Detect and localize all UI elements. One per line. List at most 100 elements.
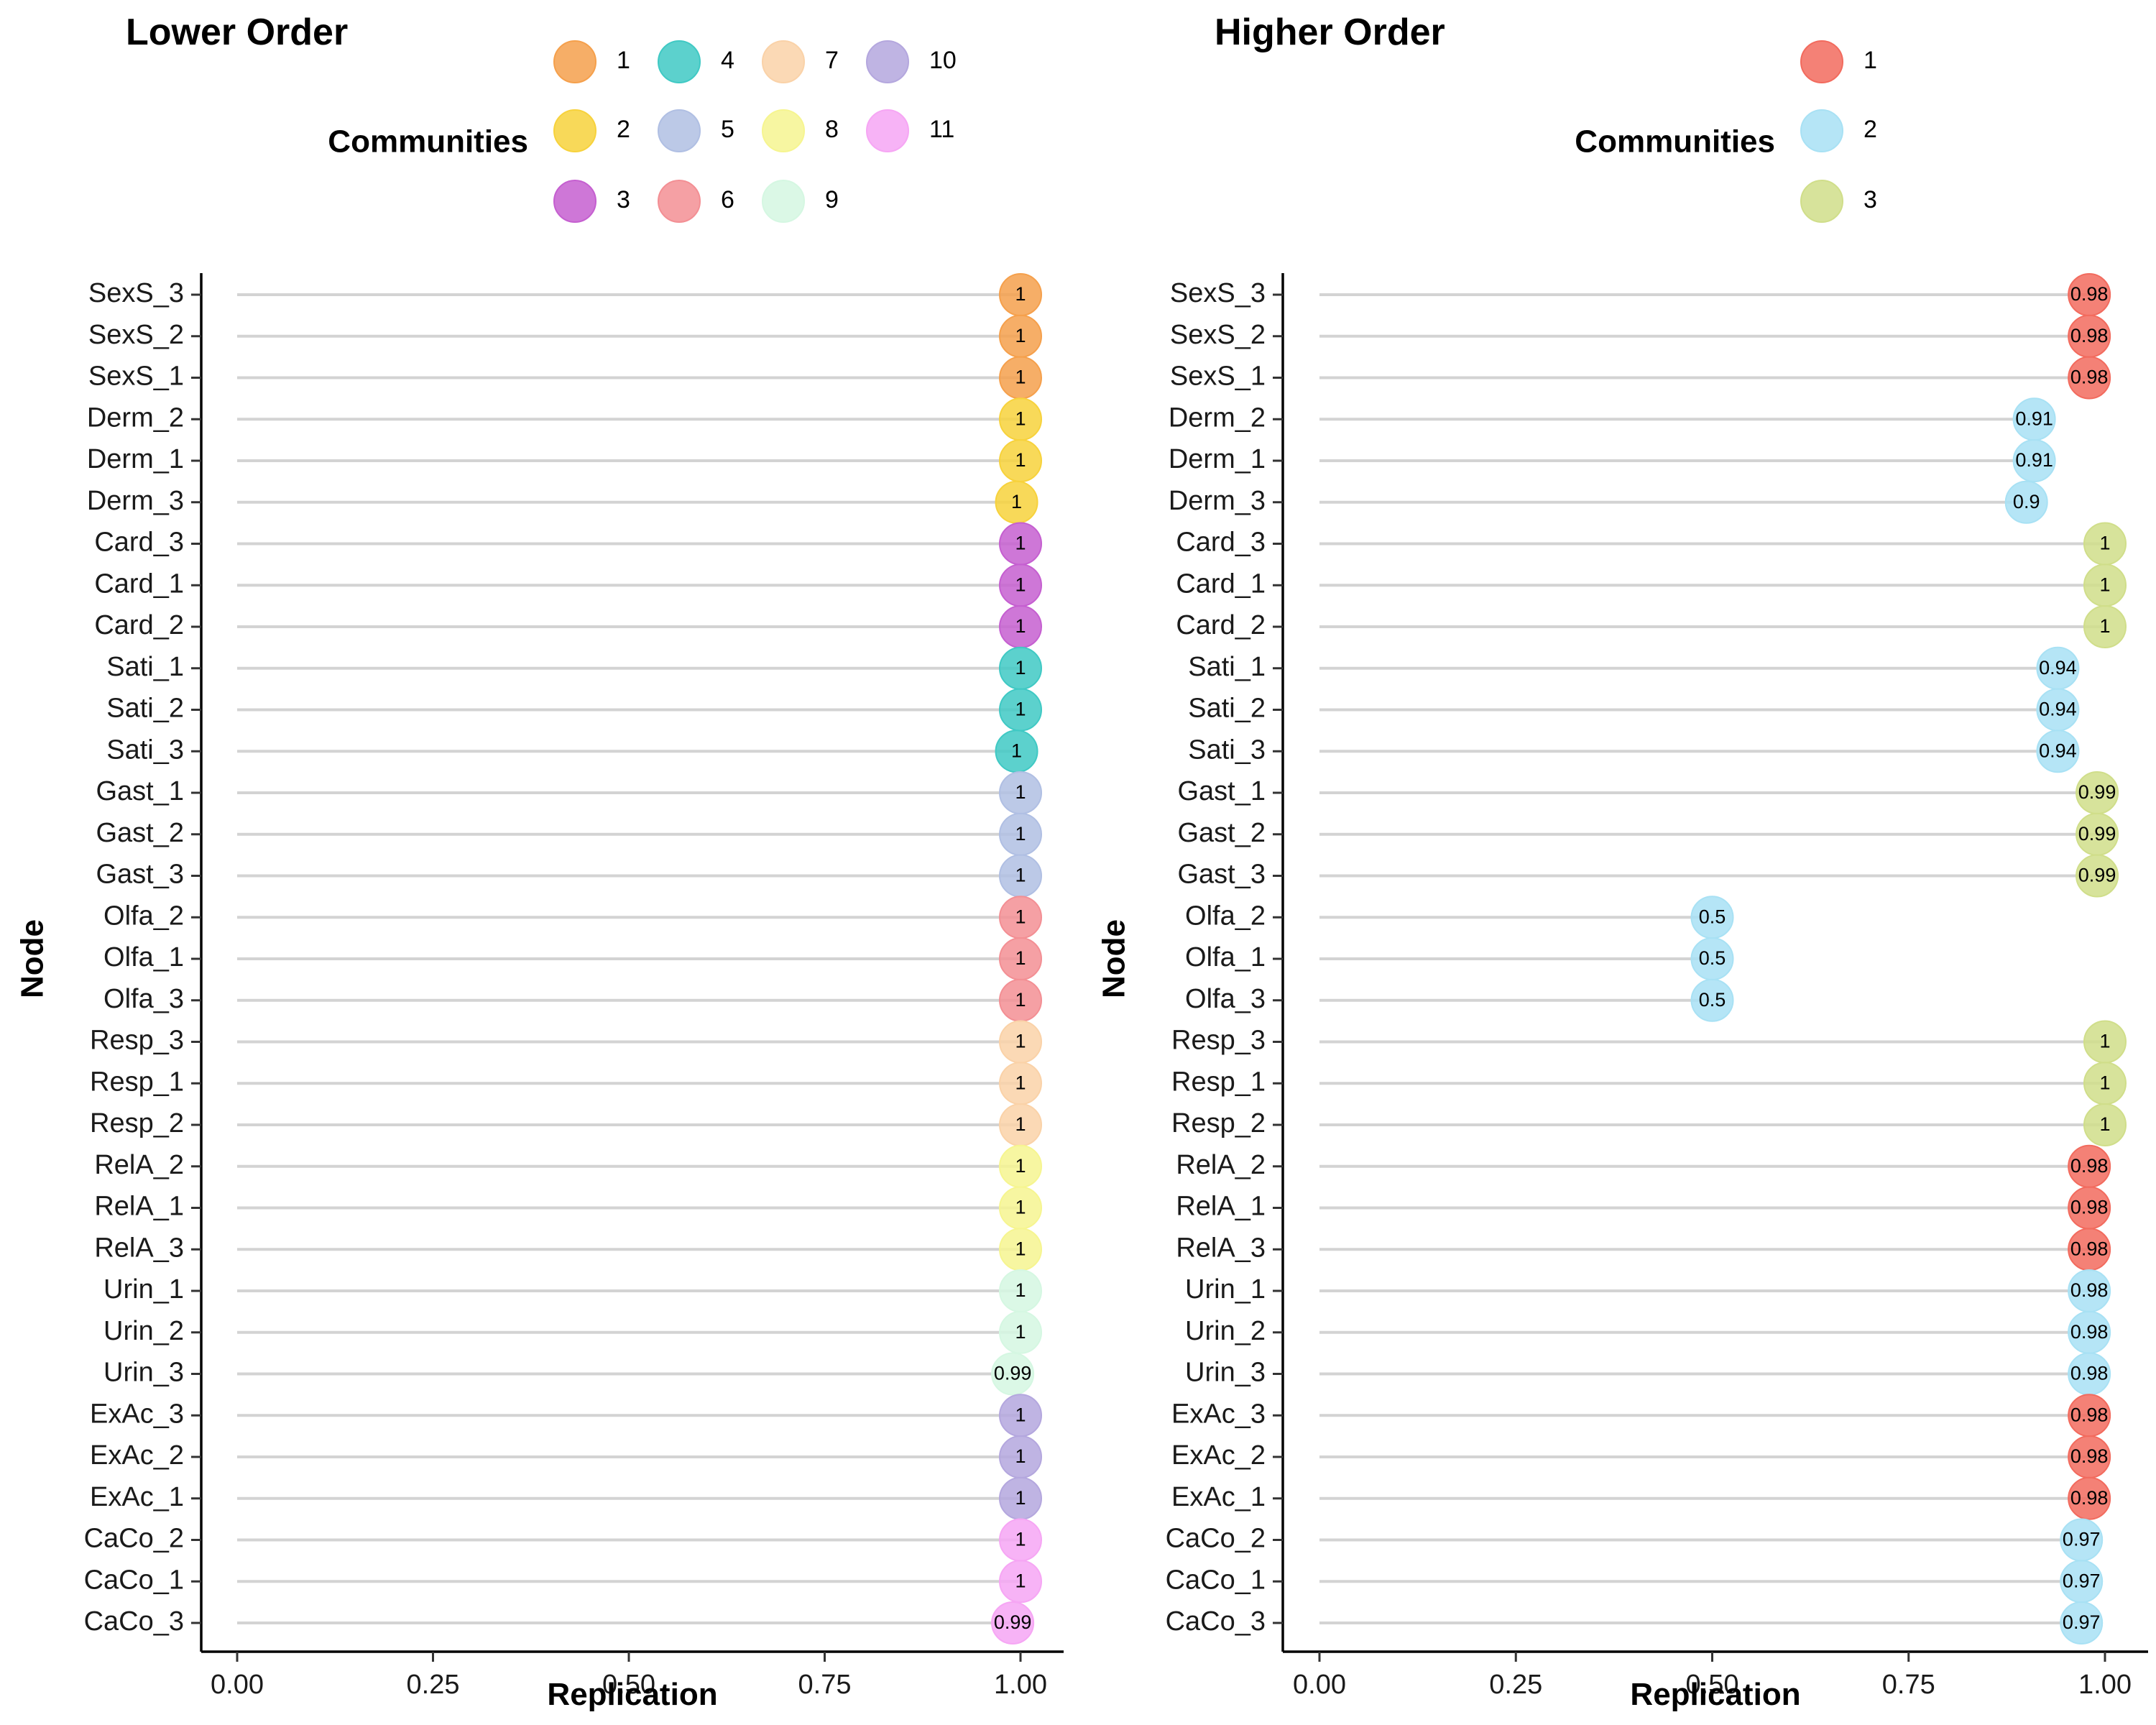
data-label: 0.98 [2070,1321,2109,1343]
y-tick-label: SexS_2 [1170,320,1266,350]
data-label: 0.98 [2070,283,2109,305]
data-row: Card_1 1 [94,564,1042,607]
legend-title: Communities [1575,124,1775,160]
legend-label: 5 [721,116,734,143]
y-tick-label: Resp_2 [1171,1108,1266,1138]
legend-swatch [1800,40,1843,83]
data-label: 1 [1015,574,1026,595]
data-row: SexS_1 1 [88,356,1042,400]
legend-entry: 9 [762,180,839,223]
data-label: 0.94 [2039,699,2077,720]
data-label: 0.5 [1699,989,1726,1011]
data-label: 1 [1015,1279,1026,1301]
lollipop-point [2068,356,2111,400]
data-row: Sati_2 1 [106,688,1042,732]
data-label: 1 [1015,449,1026,471]
data-row: Urin_3 0.98 [1185,1352,2111,1396]
data-row: Derm_2 0.91 [1169,397,2056,441]
legend-swatch [553,109,596,152]
y-tick-label: Gast_2 [96,818,184,848]
y-tick-label: ExAc_1 [90,1482,184,1512]
lollipop-point [2083,1103,2127,1146]
y-tick-label: CaCo_2 [84,1524,184,1554]
legend-entry: 7 [762,40,839,83]
y-tick-label: RelA_3 [1176,1233,1266,1263]
data-row: Card_3 1 [1176,522,2127,566]
legend-label: 3 [617,186,630,213]
y-tick-label: SexS_2 [88,320,184,350]
data-row: ExAc_3 0.98 [1171,1394,2111,1438]
data-label: 1 [1015,367,1026,388]
y-tick-label: ExAc_3 [90,1399,184,1429]
legend-label: 7 [825,47,839,74]
y-tick-label: CaCo_2 [1166,1524,1266,1554]
lollipop-point [999,1310,1042,1354]
y-tick-label: Resp_3 [90,1026,184,1056]
y-tick-label: CaCo_1 [1166,1565,1266,1595]
data-label: 1 [1015,1487,1026,1509]
data-label: 1 [1015,1404,1026,1425]
data-label: 1 [1015,699,1026,720]
data-row: Resp_2 1 [90,1103,1042,1146]
data-label: 0.99 [2078,823,2116,845]
data-row: CaCo_2 1 [84,1518,1042,1562]
data-label: 0.9 [2013,491,2040,512]
y-tick-label: SexS_1 [1170,362,1266,392]
y-tick-label: Card_1 [1176,569,1266,599]
data-label: 0.98 [2070,1155,2109,1177]
data-label: 1 [1015,533,1026,554]
data-label: 0.99 [2078,781,2116,803]
x-tick-label: 0.50 [1686,1670,1739,1700]
data-row: Sati_2 0.94 [1188,688,2080,732]
legend: Communities 1 2 3 [1575,40,1877,223]
data-label: 0.97 [2063,1570,2101,1591]
data-row: CaCo_2 0.97 [1166,1518,2104,1562]
data-label: 1 [1015,1529,1026,1550]
y-tick-label: ExAc_2 [90,1440,184,1471]
x-tick-label: 0.25 [1489,1670,1542,1700]
legend-entry: 11 [866,109,954,152]
data-row: Resp_3 1 [1171,1020,2127,1064]
y-tick-label: Olfa_1 [103,942,184,972]
data-label: 0.98 [2070,325,2109,346]
data-row: Gast_1 0.99 [1177,771,2119,814]
x-tick-label: 1.00 [2078,1670,2132,1700]
lollipop-point [2012,439,2056,482]
data-row: Sati_3 0.94 [1188,730,2080,773]
y-tick-label: Gast_3 [96,860,184,890]
data-row: Derm_2 1 [87,397,1042,441]
data-row: ExAc_2 1 [90,1435,1042,1478]
data-label: 1 [1011,491,1022,512]
data-label: 1 [1011,740,1022,761]
lollipop-point [2076,854,2119,898]
y-tick-label: CaCo_3 [1166,1606,1266,1637]
data-row: RelA_3 0.98 [1176,1228,2111,1271]
data-row: Derm_3 1 [87,480,1038,524]
y-tick-label: Urin_3 [1185,1358,1266,1388]
data-label: 1 [1015,1197,1026,1218]
data-label: 0.98 [2070,1445,2109,1467]
data-row: RelA_1 1 [94,1186,1042,1230]
data-row: Sati_3 1 [106,730,1038,773]
data-row: Urin_1 1 [103,1269,1042,1312]
legend-swatch [1800,180,1843,223]
data-label: 0.94 [2039,740,2077,761]
legend-label: 3 [1864,186,1877,213]
y-tick-label: Urin_3 [103,1358,184,1388]
legend-swatch [658,180,701,223]
legend: Communities 1 2 3 4 5 6 7 8 9 10 11 [328,40,957,223]
legend-label: 10 [929,47,957,74]
y-tick-label: ExAc_1 [1171,1482,1266,1512]
data-row: Gast_1 1 [96,771,1042,814]
y-tick-label: RelA_2 [94,1150,184,1180]
y-tick-label: Sati_3 [1188,735,1266,765]
y-tick-label: Olfa_3 [103,984,184,1014]
data-label: 1 [1015,1031,1026,1052]
y-tick-label: Derm_2 [1169,402,1266,433]
data-row: ExAc_1 0.98 [1171,1476,2111,1520]
x-tick-label: 0.75 [798,1670,852,1700]
data-label: 0.98 [2070,1487,2109,1509]
data-label: 1 [1015,1155,1026,1177]
